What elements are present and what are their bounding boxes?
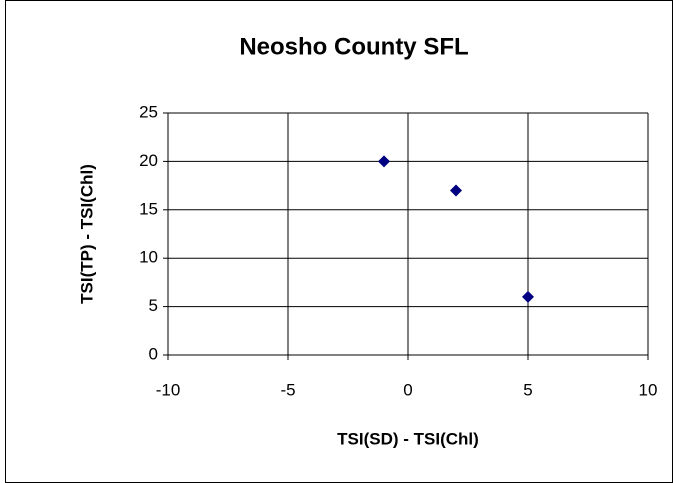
x-tick-label: 0 <box>403 380 412 399</box>
x-axis-label: TSI(SD) - TSI(Chl) <box>337 429 479 448</box>
chart-frame <box>5 0 673 483</box>
y-tick-label: 25 <box>139 102 158 121</box>
x-tick-label: 5 <box>523 380 532 399</box>
point <box>378 155 390 168</box>
y-axis-label: TSI(TP) - TSI(Chl) <box>77 164 96 304</box>
chart-title: Neosho County SFL <box>239 33 468 60</box>
x-tick-label: 10 <box>639 380 658 399</box>
point <box>522 290 534 303</box>
y-tick-label: 20 <box>139 151 158 170</box>
point <box>450 184 462 197</box>
x-tick-label: -5 <box>280 380 295 399</box>
x-tick-label: -10 <box>156 380 181 399</box>
y-tick-label: 5 <box>149 296 158 315</box>
y-tick-label: 15 <box>139 199 158 218</box>
y-tick-label: 0 <box>149 344 158 363</box>
y-tick-label: 10 <box>139 248 158 267</box>
